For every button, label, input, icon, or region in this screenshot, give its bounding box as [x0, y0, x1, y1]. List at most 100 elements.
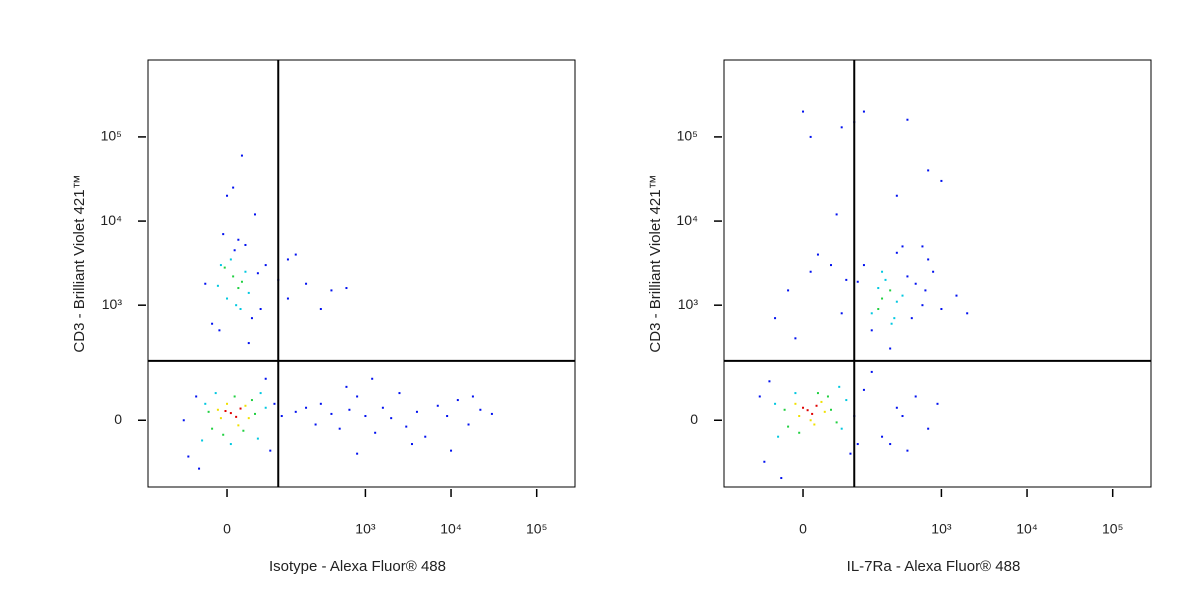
event-dot	[222, 433, 225, 436]
event-dot	[264, 406, 267, 409]
event-dot	[259, 392, 262, 395]
plot-panel: 0 10³ 10⁴ 10⁵ 0 10³ 10⁴ 10⁵ Isotype - Alexa Fluo…	[71, 59, 576, 575]
y-tick-label: 10⁴	[100, 212, 122, 228]
event-dot	[815, 404, 818, 407]
event-dot	[204, 282, 207, 285]
event-dot	[201, 439, 204, 442]
event-dot	[219, 264, 222, 267]
event-dot	[223, 266, 226, 269]
x-axis-label: IL-7Ra - Alexa Fluor® 488	[847, 558, 1021, 575]
event-dot	[305, 282, 308, 285]
event-dot	[242, 429, 245, 432]
event-dot	[881, 297, 884, 300]
event-dot	[895, 300, 898, 303]
event-dot	[456, 399, 459, 402]
event-dot	[758, 395, 761, 398]
y-axis-label: CD3 - Brilliant Violet 421™	[71, 174, 88, 352]
event-dot	[345, 385, 348, 388]
event-dot	[319, 308, 322, 311]
y-tick-label: 10³	[678, 296, 699, 312]
event-dot	[436, 404, 439, 407]
event-dot	[780, 477, 783, 480]
x-tick-label: 0	[799, 521, 807, 537]
event-dot	[881, 270, 884, 273]
event-dot	[802, 406, 805, 409]
event-dot	[862, 264, 865, 267]
event-dot	[820, 400, 823, 403]
event-dot	[253, 412, 256, 415]
event-dot	[232, 186, 235, 189]
event-dot	[259, 308, 262, 311]
event-dot	[198, 467, 201, 470]
event-dot	[932, 270, 935, 273]
event-dot	[794, 402, 797, 405]
event-dot	[889, 443, 892, 446]
event-dot	[849, 452, 852, 455]
event-dot	[240, 280, 243, 283]
event-dot	[862, 388, 865, 391]
event-dot	[924, 289, 927, 292]
event-dot	[914, 282, 917, 285]
event-dot	[256, 272, 259, 275]
event-dot	[809, 419, 812, 422]
event-dot	[835, 421, 838, 424]
y-tick-label: 10⁵	[101, 128, 122, 144]
event-dot	[940, 308, 943, 311]
event-dot	[809, 135, 812, 138]
event-dot	[207, 410, 210, 413]
event-dot	[906, 449, 909, 452]
event-dot	[253, 213, 256, 216]
event-dot	[398, 392, 401, 395]
event-dot	[294, 253, 297, 256]
event-dot	[835, 213, 838, 216]
event-dot	[264, 377, 267, 380]
points	[758, 110, 969, 480]
event-dot	[763, 460, 766, 463]
event-dot	[966, 312, 969, 315]
event-dot	[936, 402, 939, 405]
event-dot	[239, 407, 242, 410]
event-dot	[247, 291, 250, 294]
x-tick-label: 10⁴	[440, 521, 462, 537]
x-tick-label: 10⁵	[526, 521, 547, 537]
event-dot	[415, 410, 418, 413]
event-dot	[250, 399, 253, 402]
event-dot	[240, 154, 243, 157]
event-dot	[870, 329, 873, 332]
event-dot	[895, 251, 898, 254]
event-dot	[870, 312, 873, 315]
event-dot	[256, 437, 259, 440]
event-dot	[768, 380, 771, 383]
event-dot	[247, 417, 250, 420]
event-dot	[239, 308, 242, 311]
event-dot	[889, 289, 892, 292]
event-dot	[787, 425, 790, 428]
event-dot	[450, 449, 453, 452]
event-dot	[845, 278, 848, 281]
event-dot	[356, 395, 359, 398]
plot-panel: 0 10³ 10⁴ 10⁵ 0 10³ 10⁴ 10⁵ IL-7Ra - Alexa Fluor…	[647, 59, 1152, 575]
event-dot	[845, 399, 848, 402]
event-dot	[229, 412, 232, 415]
event-dot	[901, 294, 904, 297]
event-dot	[222, 233, 225, 236]
plot-frame	[147, 59, 576, 488]
event-dot	[893, 317, 896, 320]
event-dot	[816, 253, 819, 256]
event-dot	[364, 415, 367, 418]
event-dot	[229, 258, 232, 261]
event-dot	[237, 287, 240, 290]
event-dot	[305, 406, 308, 409]
event-dot	[330, 412, 333, 415]
event-dot	[927, 427, 930, 430]
event-dot	[829, 408, 832, 411]
event-dot	[829, 264, 832, 267]
x-tick-label: 0	[223, 521, 231, 537]
event-dot	[890, 322, 893, 325]
event-dot	[774, 402, 777, 405]
x-tick-label: 10⁴	[1016, 521, 1038, 537]
y-tick-label: 0	[114, 411, 122, 427]
y-tick-label: 10⁴	[676, 212, 698, 228]
event-dot	[490, 412, 493, 415]
event-dot	[410, 443, 413, 446]
